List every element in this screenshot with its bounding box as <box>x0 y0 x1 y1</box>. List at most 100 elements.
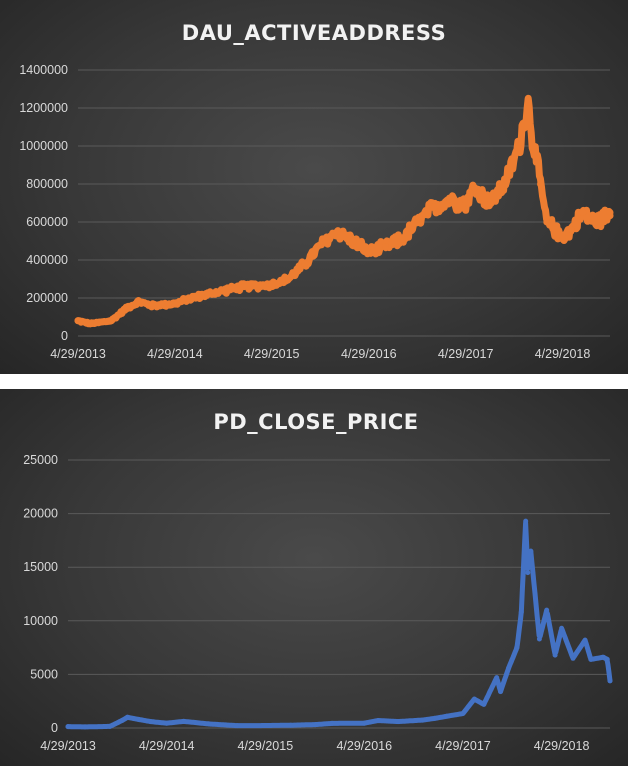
series-line <box>74 94 614 328</box>
data-point <box>206 721 212 727</box>
data-point <box>446 195 454 203</box>
data-point <box>361 720 367 726</box>
close-price-chart: PD_CLOSE_PRICE 0 5000 10000 15000 20000 25000… <box>23 410 613 753</box>
data-point <box>524 98 532 106</box>
data-point <box>365 248 373 256</box>
data-point <box>544 607 550 613</box>
y-tick-label: 20000 <box>23 507 58 521</box>
y-tick-label: 400000 <box>26 253 68 267</box>
y-tick-label: 1000000 <box>19 139 68 153</box>
y-tick-label: 0 <box>61 329 68 343</box>
data-point <box>148 302 156 310</box>
data-point <box>481 701 487 707</box>
data-point <box>107 723 113 729</box>
data-point <box>268 281 276 289</box>
data-point <box>514 645 520 651</box>
data-point <box>375 718 381 723</box>
data-point <box>523 518 529 524</box>
data-point <box>600 654 606 660</box>
x-tick-label: 4/29/2017 <box>435 739 491 753</box>
data-point <box>567 226 575 234</box>
y-tick-label: 600000 <box>26 215 68 229</box>
data-point <box>164 720 170 726</box>
data-point <box>515 142 523 150</box>
data-point <box>552 652 558 658</box>
data-point <box>588 656 594 662</box>
y-tick-label: 200000 <box>26 291 68 305</box>
active-address-chart: DAU_ACTIVEADDRESS 0 200000 400000 600000 800… <box>19 21 614 361</box>
data-point <box>471 696 477 702</box>
data-point <box>460 711 466 716</box>
data-point <box>462 199 470 207</box>
data-point <box>87 320 94 328</box>
chart-panel-active-address: DAU_ACTIVEADDRESS 0 200000 400000 600000 800… <box>0 0 628 374</box>
y-tick-label: 25000 <box>23 453 58 467</box>
data-point <box>398 235 406 243</box>
data-point <box>494 675 500 681</box>
x-tick-label: 4/29/2016 <box>336 739 392 753</box>
data-point <box>582 637 588 643</box>
data-point <box>74 317 82 325</box>
data-point <box>530 142 538 150</box>
data-point <box>518 609 524 615</box>
y-tick-label: 5000 <box>30 667 58 681</box>
data-point <box>432 715 438 721</box>
data-point <box>503 176 511 184</box>
data-point <box>414 218 422 226</box>
x-tick-label: 4/29/2018 <box>535 347 591 361</box>
data-point <box>240 283 248 291</box>
data-point <box>559 625 565 631</box>
data-point <box>329 720 335 726</box>
series-line <box>65 520 613 730</box>
y-tick-label: 1200000 <box>19 101 68 115</box>
y-tick-label: 15000 <box>23 560 58 574</box>
data-point <box>125 714 130 720</box>
data-point <box>506 665 512 671</box>
data-point <box>220 286 228 294</box>
data-point <box>592 218 600 226</box>
data-point <box>579 209 587 216</box>
x-tick-label: 4/29/2013 <box>40 739 96 753</box>
y-tick-label: 800000 <box>26 177 68 191</box>
data-point <box>382 243 389 251</box>
data-point <box>188 294 196 302</box>
data-point <box>420 717 426 723</box>
data-point <box>604 656 610 662</box>
x-tick-label: 4/29/2017 <box>438 347 494 361</box>
data-point <box>528 548 534 554</box>
data-point <box>288 722 294 728</box>
chart-title: DAU_ACTIVEADDRESS <box>182 21 446 45</box>
data-point <box>444 713 450 719</box>
x-tick-label: 4/29/2013 <box>50 347 106 361</box>
x-tick-label: 4/29/2015 <box>238 739 294 753</box>
data-point <box>498 689 503 695</box>
data-point <box>181 718 187 724</box>
data-point <box>317 241 325 249</box>
data-point <box>543 218 551 226</box>
data-point <box>525 570 531 576</box>
data-point <box>136 716 142 722</box>
data-point <box>148 719 154 725</box>
data-point <box>171 300 179 308</box>
data-point <box>395 719 401 725</box>
data-point <box>487 199 495 207</box>
data-point <box>107 317 115 325</box>
data-point <box>65 724 71 730</box>
data-point <box>301 260 309 268</box>
x-tick-label: 4/29/2014 <box>147 347 203 361</box>
data-point <box>82 724 88 730</box>
data-point <box>559 233 566 241</box>
x-tick-label: 4/29/2018 <box>534 739 590 753</box>
y-tick-label: 10000 <box>23 614 58 628</box>
data-point <box>313 722 319 728</box>
data-point <box>470 184 478 192</box>
data-point <box>204 290 212 298</box>
data-point <box>284 275 292 283</box>
data-point <box>119 718 125 723</box>
data-point <box>262 723 268 728</box>
data-point <box>536 636 542 642</box>
data-point <box>606 209 614 216</box>
x-tick-label: 4/29/2014 <box>139 739 195 753</box>
data-point <box>607 678 613 684</box>
data-point <box>349 237 357 245</box>
